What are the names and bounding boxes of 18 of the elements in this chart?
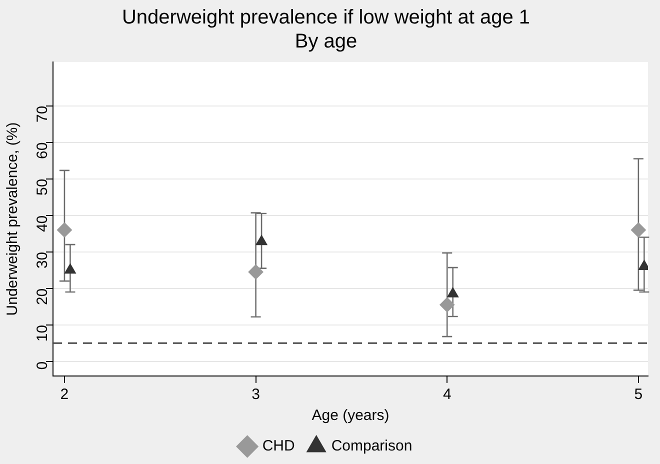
y-tick-label: 30 <box>34 252 52 269</box>
legend-label: Comparison <box>331 438 412 455</box>
y-tick-label: 70 <box>34 106 52 122</box>
x-tick-label: 3 <box>252 386 260 404</box>
y-tick-label: 50 <box>34 178 52 196</box>
chart-title: Underweight prevalence if low weight at age 1 <box>122 6 530 29</box>
y-tick-label: 40 <box>34 215 52 232</box>
y-tick-label: 0 <box>34 361 52 370</box>
x-tick-label: 5 <box>634 386 643 404</box>
y-tick-label: 20 <box>34 288 52 306</box>
y-axis-title: Underweight prevalence, (%) <box>4 122 22 316</box>
x-axis-title: Age (years) <box>312 407 390 424</box>
y-tick-label: 10 <box>34 324 52 342</box>
x-tick-label: 4 <box>442 386 452 404</box>
y-tick-label: 60 <box>34 142 52 160</box>
legend-label: CHD <box>262 438 295 455</box>
chart-subtitle: By age <box>294 30 358 53</box>
x-tick-label: 2 <box>60 386 69 404</box>
